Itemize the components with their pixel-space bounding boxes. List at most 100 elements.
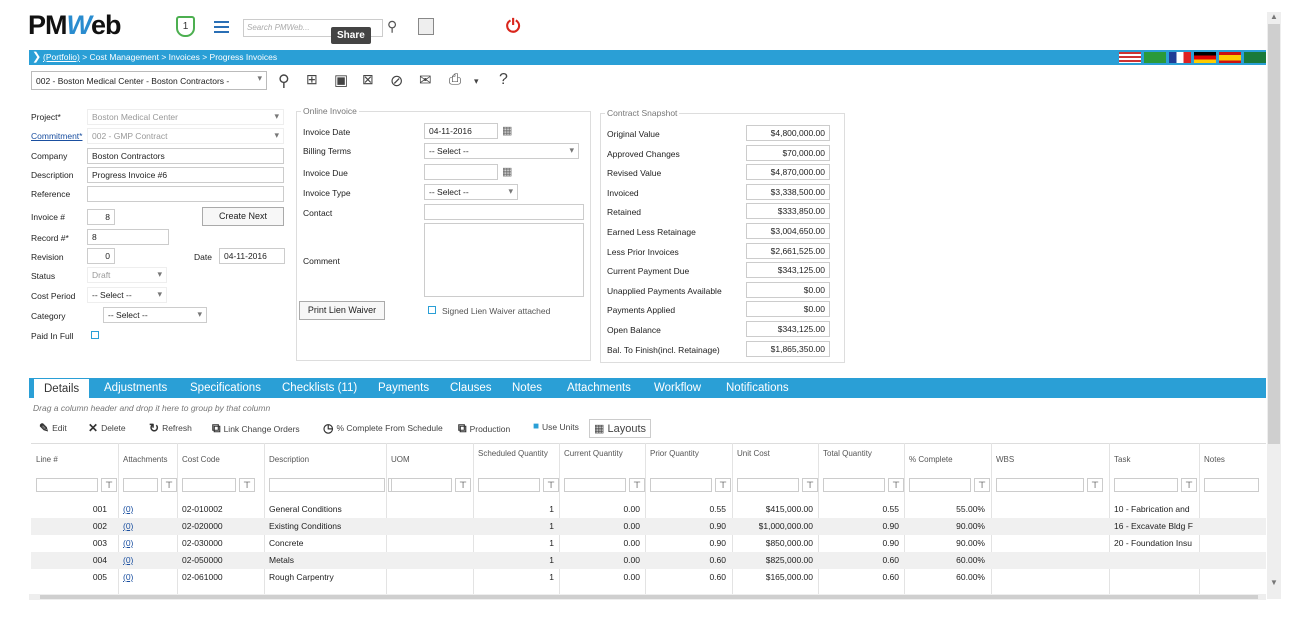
calendar-icon[interactable]: ▦ bbox=[502, 166, 513, 178]
column-header[interactable]: Description bbox=[269, 455, 310, 464]
invoice-type-select[interactable]: -- Select -- bbox=[424, 184, 518, 200]
scroll-up-icon[interactable]: ▲ bbox=[1270, 12, 1278, 21]
column-header[interactable]: Task bbox=[1114, 455, 1131, 464]
status-select[interactable]: Draft bbox=[87, 267, 167, 283]
invoice-date-field[interactable]: 04-11-2016 bbox=[424, 123, 498, 139]
column-filter-input[interactable] bbox=[182, 478, 236, 492]
table-row[interactable]: 003 (0) 02-030000 Concrete 1 0.00 0.90 $850,000… bbox=[31, 535, 1266, 552]
flag-br-icon[interactable] bbox=[1144, 52, 1166, 63]
delete-button[interactable]: ✕ Delete bbox=[88, 421, 126, 435]
notification-shield-icon[interactable]: 1 bbox=[176, 16, 195, 37]
flag-es-icon[interactable] bbox=[1219, 52, 1241, 63]
description-field[interactable]: Progress Invoice #6 bbox=[87, 167, 284, 183]
print-lien-waiver-button[interactable]: Print Lien Waiver bbox=[299, 301, 385, 320]
print-icon[interactable]: ⎙ bbox=[449, 71, 462, 88]
filter-icon[interactable]: ⊤ bbox=[715, 478, 731, 492]
commitment-link[interactable]: Commitment* bbox=[31, 131, 83, 141]
column-filter-input[interactable] bbox=[650, 478, 712, 492]
create-next-button[interactable]: Create Next bbox=[202, 207, 284, 226]
flag-fr-icon[interactable] bbox=[1169, 52, 1191, 63]
company-field[interactable]: Boston Contractors bbox=[87, 148, 284, 164]
column-header[interactable]: Cost Code bbox=[182, 455, 220, 464]
filter-icon[interactable]: ⊤ bbox=[629, 478, 645, 492]
tab-details[interactable]: Details bbox=[33, 378, 91, 398]
column-filter-input[interactable] bbox=[36, 478, 98, 492]
column-header[interactable]: Scheduled Quantity bbox=[478, 449, 548, 458]
tab-clauses[interactable]: Clauses bbox=[450, 382, 492, 394]
refresh-button[interactable]: ↻ Refresh bbox=[149, 421, 192, 435]
contact-field[interactable] bbox=[424, 204, 584, 220]
complete-from-schedule-button[interactable]: ◷% Complete From Schedule bbox=[323, 421, 443, 435]
layouts-button[interactable]: ▦ Layouts bbox=[589, 419, 651, 438]
table-row[interactable]: 005 (0) 02-061000 Rough Carpentry 1 0.00 0.60 $… bbox=[31, 569, 1266, 586]
category-select[interactable]: -- Select -- bbox=[103, 307, 207, 323]
column-header[interactable]: Current Quantity bbox=[564, 449, 623, 458]
commitment-select[interactable]: 002 - GMP Contract bbox=[87, 128, 284, 144]
filter-icon[interactable]: ⊤ bbox=[455, 478, 471, 492]
breadcrumb-arrow-icon[interactable]: ❯ bbox=[32, 51, 42, 63]
column-header[interactable]: Total Quantity bbox=[823, 449, 872, 458]
column-filter-input[interactable] bbox=[996, 478, 1084, 492]
horizontal-scroll-thumb[interactable] bbox=[40, 595, 1258, 599]
column-header[interactable]: UOM bbox=[391, 455, 410, 464]
column-filter-input[interactable] bbox=[391, 478, 452, 492]
date-field[interactable]: 04-11-2016 bbox=[219, 248, 285, 264]
project-select[interactable]: Boston Medical Center bbox=[87, 109, 284, 125]
column-filter-input[interactable] bbox=[1204, 478, 1259, 492]
column-header[interactable]: Line # bbox=[36, 455, 58, 464]
flag-de-icon[interactable] bbox=[1194, 52, 1216, 63]
tab-payments[interactable]: Payments bbox=[378, 382, 430, 394]
column-filter-input[interactable] bbox=[269, 478, 385, 492]
tab-specifications[interactable]: Specifications bbox=[190, 382, 261, 394]
find-icon[interactable]: ⚲ bbox=[278, 73, 290, 90]
column-header[interactable]: Unit Cost bbox=[737, 449, 770, 458]
billing-terms-select[interactable]: -- Select -- bbox=[424, 143, 579, 159]
attachments-link[interactable]: (0) bbox=[123, 572, 134, 582]
column-header[interactable]: % Complete bbox=[909, 455, 953, 464]
vertical-scroll-thumb[interactable] bbox=[1268, 24, 1280, 444]
column-header[interactable]: Attachments bbox=[123, 455, 168, 464]
tab-attachments[interactable]: Attachments bbox=[567, 382, 631, 394]
invoice-number-field[interactable]: 8 bbox=[87, 209, 115, 225]
paid-in-full-checkbox[interactable] bbox=[91, 331, 99, 339]
comment-field[interactable] bbox=[424, 223, 584, 297]
calendar-icon[interactable]: ▦ bbox=[502, 125, 513, 137]
filter-icon[interactable]: ⊤ bbox=[888, 478, 904, 492]
invoice-due-field[interactable] bbox=[424, 164, 498, 180]
video-icon[interactable] bbox=[418, 18, 434, 35]
column-filter-input[interactable] bbox=[564, 478, 626, 492]
help-icon[interactable]: ? bbox=[499, 71, 508, 88]
column-filter-input[interactable] bbox=[123, 478, 158, 492]
table-row[interactable]: 002 (0) 02-020000 Existing Conditions 1 0.00 0… bbox=[31, 518, 1266, 535]
filter-icon[interactable]: ⊤ bbox=[802, 478, 818, 492]
column-filter-input[interactable] bbox=[909, 478, 971, 492]
print-dropdown-icon[interactable]: ▾ bbox=[474, 76, 479, 86]
tab-workflow[interactable]: Workflow bbox=[654, 382, 702, 394]
email-icon[interactable]: ✉ bbox=[419, 72, 432, 89]
filter-icon[interactable]: ⊤ bbox=[1087, 478, 1103, 492]
search-input[interactable]: Search PMWeb... bbox=[243, 19, 383, 37]
reference-field[interactable] bbox=[87, 186, 284, 202]
filter-icon[interactable]: ⊤ bbox=[543, 478, 559, 492]
cost-period-select[interactable]: -- Select -- bbox=[87, 287, 167, 303]
column-filter-input[interactable] bbox=[823, 478, 885, 492]
link-change-orders-button[interactable]: ⧉ Link Change Orders bbox=[212, 421, 300, 436]
filter-icon[interactable]: ⊤ bbox=[101, 478, 117, 492]
revision-field[interactable]: 0 bbox=[87, 248, 115, 264]
column-filter-input[interactable] bbox=[737, 478, 799, 492]
delete-record-icon[interactable]: ⊠ bbox=[362, 71, 374, 87]
table-row[interactable]: 004 (0) 02-050000 Metals 1 0.00 0.60 $825,000.0… bbox=[31, 552, 1266, 569]
column-filter-input[interactable] bbox=[478, 478, 540, 492]
tab-notifications[interactable]: Notifications bbox=[726, 382, 789, 394]
search-icon[interactable]: ⚲ bbox=[387, 18, 398, 34]
filter-icon[interactable]: ⊤ bbox=[161, 478, 177, 492]
attachments-link[interactable]: (0) bbox=[123, 504, 134, 514]
production-button[interactable]: ⧉ Production bbox=[458, 421, 510, 436]
record-selector[interactable]: 002 - Boston Medical Center - Boston Con… bbox=[31, 71, 267, 90]
column-header[interactable]: WBS bbox=[996, 455, 1015, 464]
column-header[interactable]: Notes bbox=[1204, 455, 1225, 464]
pmweb-logo[interactable]: PMWeb bbox=[28, 10, 121, 41]
attachments-link[interactable]: (0) bbox=[123, 538, 134, 548]
filter-icon[interactable]: ⊤ bbox=[974, 478, 990, 492]
attachments-link[interactable]: (0) bbox=[123, 521, 134, 531]
